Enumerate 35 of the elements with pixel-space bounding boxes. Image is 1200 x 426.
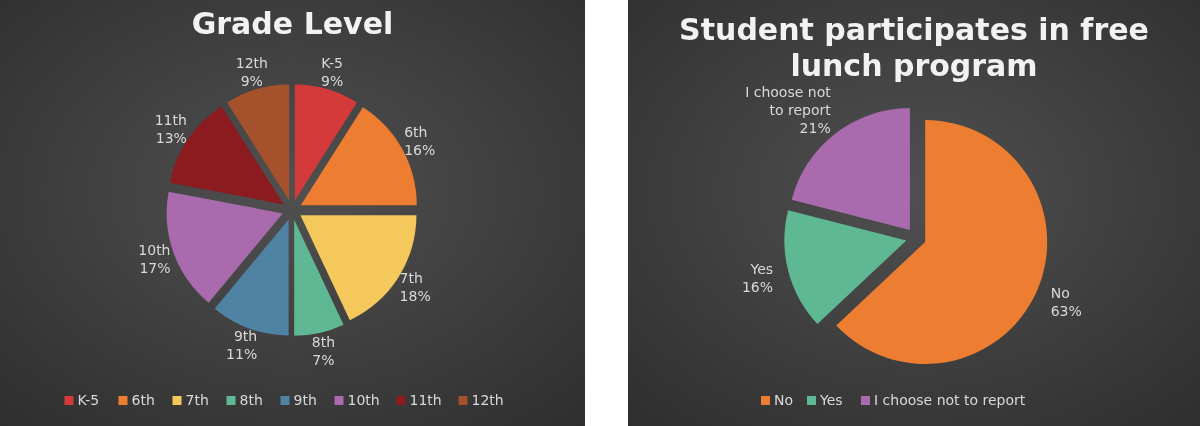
legend-label: 9th: [293, 392, 317, 408]
chart-title: Grade Level: [191, 6, 394, 41]
legend-label: I choose not to report: [874, 392, 1026, 408]
legend-label: 10th: [347, 392, 380, 408]
slice-label: 10th: [138, 241, 171, 258]
chart-title: Student participates in free lunch program: [679, 12, 1149, 83]
legend-label: 7th: [185, 392, 209, 408]
data-label: 16%: [741, 279, 774, 296]
data-label: 9%: [321, 72, 344, 89]
data-label: 63%: [1050, 303, 1082, 320]
slice-label: 7th: [399, 270, 423, 287]
slice-label: 11th: [154, 112, 187, 129]
data-label: 18%: [399, 288, 431, 305]
data-label: 11%: [226, 346, 258, 363]
data-label: 21%: [799, 119, 831, 136]
slice-label: K-5: [321, 54, 344, 71]
legend-label: 11th: [409, 392, 442, 408]
data-label: 9%: [240, 72, 263, 89]
slice-label: 6th: [404, 123, 428, 140]
legend-label: 12th: [471, 392, 504, 408]
legend-label: No: [774, 392, 794, 408]
slice-label: 8th: [311, 333, 336, 350]
legend-label: Yes: [819, 392, 843, 408]
slice-label: Yes: [749, 261, 774, 278]
data-label: 13%: [155, 130, 187, 147]
slice-label: No: [1050, 285, 1070, 302]
legend-label: K-5: [77, 392, 100, 408]
slice-label: I choose not to report: [745, 83, 832, 118]
slice-label: 12th: [235, 54, 268, 71]
data-label: 17%: [139, 259, 171, 276]
legend-label: 6th: [131, 392, 155, 408]
data-label: 7%: [312, 351, 335, 368]
slice-label: 9th: [233, 328, 258, 345]
data-label: 16%: [404, 141, 436, 158]
legend-label: 8th: [239, 392, 263, 408]
